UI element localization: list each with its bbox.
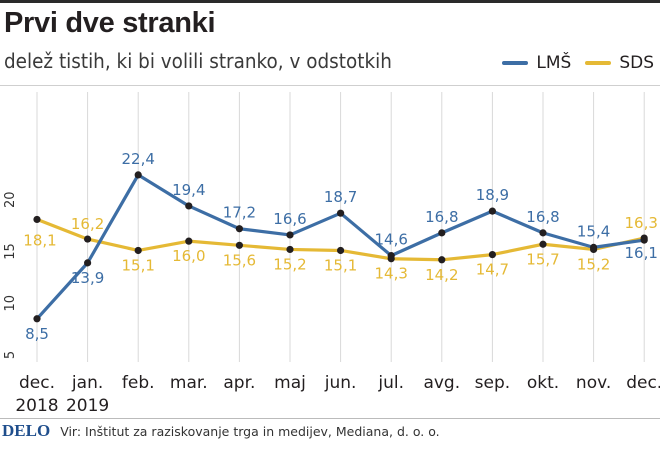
source-note: Vir: Inštitut za raziskovanje trga in me… — [60, 424, 440, 439]
x-tick-label: jul. — [377, 373, 404, 393]
y-tick-label: 10 — [3, 295, 18, 312]
chart-title: Prvi dve stranki — [4, 7, 216, 39]
data-label-sds: 14,3 — [374, 265, 407, 283]
data-point-sds — [488, 251, 496, 259]
footer: DELO Vir: Inštitut za raziskovanje trga … — [2, 421, 440, 441]
data-label-sds: 14,7 — [476, 261, 509, 279]
data-point-sds — [33, 215, 41, 224]
data-label-lms: 18,7 — [324, 188, 357, 206]
y-tick-label: 15 — [3, 243, 18, 260]
data-label-sds: 15,2 — [577, 255, 610, 273]
data-label-lms: 18,9 — [476, 186, 509, 204]
y-tick-label: 5 — [3, 351, 18, 359]
data-label-sds: 14,2 — [425, 266, 458, 284]
data-point-sds — [185, 237, 193, 245]
legend-label-sds: SDS — [619, 53, 654, 73]
header-divider — [0, 85, 660, 86]
data-point-lms — [84, 259, 92, 267]
data-point-lms — [185, 202, 193, 210]
x-tick-label: apr. — [223, 373, 255, 393]
x-tick-label: dec. — [19, 373, 55, 393]
data-label-sds: 15,1 — [324, 256, 357, 274]
data-point-lms — [488, 207, 496, 215]
data-label-sds: 18,1 — [23, 231, 56, 249]
data-label-lms: 22,4 — [121, 150, 154, 168]
data-label-lms: 15,4 — [577, 222, 610, 240]
data-label-lms: 16,1 — [624, 244, 657, 262]
legend-label-lms: LMŠ — [536, 53, 572, 73]
x-tick-label: mar. — [170, 373, 208, 393]
data-label-sds: 15,6 — [223, 251, 256, 269]
data-point-sds — [286, 245, 294, 254]
data-label-lms: 13,9 — [71, 269, 104, 287]
data-point-sds — [438, 256, 446, 264]
data-point-sds — [134, 246, 142, 255]
data-label-lms: 16,6 — [273, 210, 306, 228]
data-label-lms: 16,8 — [425, 208, 458, 226]
x-tick-label: okt. — [527, 373, 559, 393]
data-point-lms — [134, 171, 142, 179]
data-label-sds: 16,3 — [624, 214, 657, 232]
data-point-sds — [640, 234, 648, 242]
legend-item-lms: LMŠ — [502, 53, 571, 73]
x-tick-label: 2018 — [15, 396, 58, 416]
data-label-lms: 8,5 — [25, 325, 49, 343]
data-label-lms: 17,2 — [223, 204, 256, 222]
data-point-lms — [337, 209, 345, 217]
data-label-lms: 16,8 — [526, 208, 559, 226]
data-label-sds: 16,2 — [71, 215, 104, 233]
data-point-sds — [387, 255, 395, 263]
brand-logo: DELO — [2, 421, 51, 440]
data-point-sds — [235, 241, 243, 249]
data-label-sds: 16,0 — [172, 247, 205, 265]
data-label-lms: 14,6 — [374, 231, 407, 249]
data-point-sds — [337, 246, 345, 255]
data-label-sds: 15,2 — [273, 255, 306, 273]
x-tick-label: maj — [274, 373, 306, 393]
data-point-lms — [539, 229, 547, 237]
x-tick-label: dec. — [626, 373, 660, 393]
x-tick-label: avg. — [423, 373, 460, 393]
data-point-lms — [235, 225, 243, 233]
legend-item-sds: SDS — [585, 53, 654, 73]
x-tick-label: sep. — [475, 373, 511, 393]
legend: LMŠ SDS — [502, 53, 654, 73]
data-label-sds: 15,7 — [526, 250, 559, 268]
data-point-lms — [33, 315, 41, 323]
legend-swatch-lms — [502, 61, 529, 65]
data-point-lms — [438, 229, 446, 237]
data-point-sds — [590, 245, 598, 254]
x-tick-label: nov. — [576, 373, 611, 393]
y-tick-label: 20 — [3, 191, 18, 208]
top-rule — [0, 0, 660, 3]
footer-divider — [0, 418, 660, 419]
data-label-lms: 19,4 — [172, 181, 205, 199]
x-tick-label: feb. — [122, 373, 155, 393]
x-tick-label: 2019 — [66, 396, 109, 416]
chart-subtitle: delež tistih, ki bi volili stranko, v od… — [4, 49, 392, 73]
x-tick-label: jun. — [324, 373, 357, 393]
data-point-sds — [84, 235, 92, 243]
data-label-sds: 15,1 — [121, 256, 154, 274]
legend-swatch-sds — [585, 61, 612, 65]
x-tick-label: jan. — [71, 373, 103, 393]
data-point-sds — [539, 240, 547, 248]
data-point-lms — [286, 231, 294, 239]
